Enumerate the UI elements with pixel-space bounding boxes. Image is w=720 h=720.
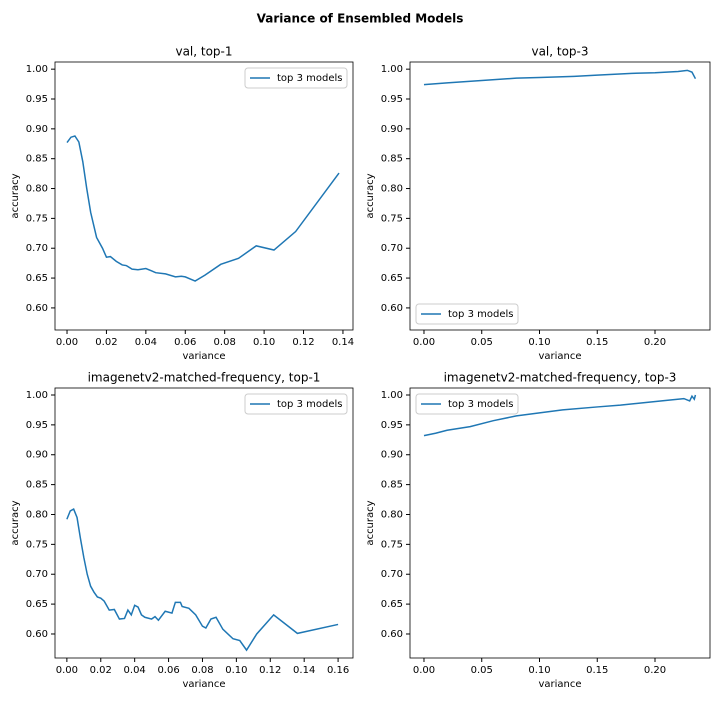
- y-tick-label: 0.80: [26, 509, 48, 520]
- axes-frame: [54, 387, 354, 659]
- data-line: [66, 135, 340, 282]
- x-tick-label: 0.10: [528, 337, 550, 348]
- legend-label: top 3 models: [448, 399, 513, 410]
- legend-label: top 3 models: [277, 73, 342, 84]
- x-tick-label: 0.12: [259, 665, 281, 676]
- x-tick-label: 0.12: [292, 337, 314, 348]
- x-tick-label: 0.08: [214, 337, 236, 348]
- x-tick-label: 0.00: [56, 337, 78, 348]
- y-tick-label: 0.85: [381, 480, 403, 491]
- x-tick-label: 0.04: [124, 665, 146, 676]
- x-tick-label: 0.00: [413, 337, 435, 348]
- y-tick-label: 0.90: [381, 124, 403, 135]
- y-tick-label: 0.90: [381, 450, 403, 461]
- subplot-title: imagenetv2-matched-frequency, top-3: [444, 371, 677, 385]
- y-tick-label: 0.60: [26, 303, 48, 314]
- x-tick-label: 0.14: [293, 665, 315, 676]
- y-axis-label: accuracy: [365, 500, 376, 545]
- x-tick-label: 0.14: [332, 337, 354, 348]
- subplot-title: val, top-3: [531, 45, 588, 59]
- x-tick-label: 0.15: [586, 665, 608, 676]
- x-axis-label: variance: [538, 679, 581, 690]
- y-tick-label: 0.65: [26, 273, 48, 284]
- x-axis-label: variance: [182, 679, 225, 690]
- x-tick-label: 0.06: [157, 665, 179, 676]
- x-tick-label: 0.04: [135, 337, 157, 348]
- x-tick-label: 0.08: [191, 665, 213, 676]
- y-tick-label: 0.75: [26, 539, 48, 550]
- x-tick-label: 0.02: [95, 337, 117, 348]
- x-tick-label: 0.20: [644, 337, 666, 348]
- y-tick-label: 0.90: [26, 450, 48, 461]
- x-tick-label: 0.10: [253, 337, 275, 348]
- axes-frame: [409, 387, 711, 659]
- x-tick-label: 0.05: [471, 337, 493, 348]
- x-tick-label: 0.05: [471, 665, 493, 676]
- y-tick-label: 0.70: [26, 243, 48, 254]
- subplot-title: val, top-1: [175, 45, 232, 59]
- data-line: [423, 69, 697, 86]
- y-tick-label: 0.95: [26, 420, 48, 431]
- subplot-title: imagenetv2-matched-frequency, top-1: [88, 371, 321, 385]
- x-tick-label: 0.00: [413, 665, 435, 676]
- data-line: [423, 394, 697, 437]
- y-tick-label: 0.85: [26, 480, 48, 491]
- y-axis-label: accuracy: [10, 173, 21, 218]
- axes-frame: [54, 61, 354, 331]
- y-tick-label: 1.00: [381, 64, 403, 75]
- y-tick-label: 0.75: [26, 213, 48, 224]
- y-axis-label: accuracy: [365, 173, 376, 218]
- legend-box: [244, 67, 348, 89]
- y-tick-label: 0.70: [381, 569, 403, 580]
- legend-box: [244, 393, 348, 415]
- figure-title: Variance of Ensembled Models: [257, 12, 464, 26]
- x-tick-label: 0.10: [528, 665, 550, 676]
- legend-label: top 3 models: [448, 309, 513, 320]
- y-tick-label: 0.60: [26, 629, 48, 640]
- x-axis-label: variance: [182, 351, 225, 362]
- y-tick-label: 0.65: [26, 599, 48, 610]
- y-tick-label: 0.70: [381, 243, 403, 254]
- y-tick-label: 0.85: [26, 154, 48, 165]
- y-tick-label: 0.70: [26, 569, 48, 580]
- y-tick-label: 0.95: [26, 94, 48, 105]
- y-tick-label: 0.80: [381, 509, 403, 520]
- y-tick-label: 0.75: [381, 539, 403, 550]
- y-tick-label: 0.65: [381, 599, 403, 610]
- y-tick-label: 0.75: [381, 213, 403, 224]
- y-tick-label: 0.90: [26, 124, 48, 135]
- axes-frame: [409, 61, 711, 331]
- y-tick-label: 0.95: [381, 94, 403, 105]
- y-tick-label: 0.80: [381, 184, 403, 195]
- y-tick-label: 1.00: [26, 390, 48, 401]
- x-tick-label: 0.00: [56, 665, 78, 676]
- y-tick-label: 0.60: [381, 629, 403, 640]
- x-tick-label: 0.16: [327, 665, 349, 676]
- x-tick-label: 0.20: [644, 665, 666, 676]
- y-tick-label: 0.95: [381, 420, 403, 431]
- data-line: [66, 508, 339, 652]
- x-tick-label: 0.10: [225, 665, 247, 676]
- legend-box: [415, 303, 519, 325]
- x-axis-label: variance: [538, 351, 581, 362]
- y-tick-label: 0.65: [381, 273, 403, 284]
- x-tick-label: 0.06: [174, 337, 196, 348]
- x-tick-label: 0.15: [586, 337, 608, 348]
- y-tick-label: 0.60: [381, 303, 403, 314]
- y-tick-label: 1.00: [26, 64, 48, 75]
- x-tick-label: 0.02: [90, 665, 112, 676]
- legend-label: top 3 models: [277, 399, 342, 410]
- y-tick-label: 1.00: [381, 390, 403, 401]
- y-tick-label: 0.80: [26, 184, 48, 195]
- y-axis-label: accuracy: [10, 500, 21, 545]
- legend-box: [415, 393, 519, 415]
- y-tick-label: 0.85: [381, 154, 403, 165]
